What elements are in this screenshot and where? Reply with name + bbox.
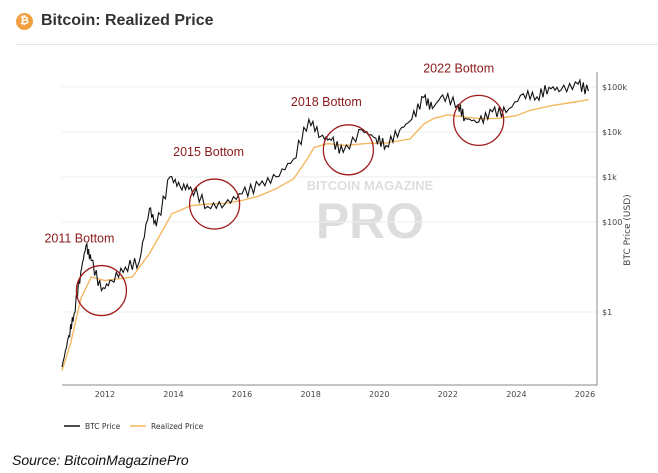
x-tick-label: 2026 [575,390,595,399]
watermark-top: BITCOIN MAGAZINE [307,178,434,193]
header-divider [16,44,658,45]
x-tick-label: 2020 [369,390,389,399]
y-tick-label: $100 [602,218,622,227]
annotation-label: 2018 Bottom [291,95,362,109]
y-axis-label: BTC Price (USD) [623,194,633,265]
axis-frame [62,72,598,386]
x-tick-label: 2024 [506,390,526,399]
legend-label-btc[interactable]: BTC Price [85,422,121,431]
annotation-label: 2015 Bottom [173,145,244,159]
y-tick-label: $1 [602,308,612,317]
y-tick-label: $1k [602,173,617,182]
chart-title: Bitcoin: Realized Price [41,12,214,29]
watermark-bottom: PRO [316,193,424,249]
annotation-label: 2011 Bottom [44,232,114,246]
annotation-circle [188,178,241,230]
x-tick-label: 2022 [438,390,458,399]
annotation-circle [75,264,128,317]
source-caption: Source: BitcoinMagazinePro [12,452,189,468]
realized-price-line [61,99,589,371]
watermark: BITCOIN MAGAZINE PRO [307,178,434,249]
x-tick-label: 2016 [232,390,252,399]
annotation-circle [322,124,375,176]
x-tick-label: 2018 [300,390,320,399]
annotation-label: 2022 Bottom [423,61,494,75]
legend-label-realized[interactable]: Realized Price [151,422,204,431]
y-tick-label: $100k [602,83,627,92]
x-tick-label: 2012 [95,390,115,399]
legend: BTC Price Realized Price [64,422,204,431]
bitcoin-icon: ₿ [16,12,33,30]
x-tick-label: 2014 [163,390,183,399]
annotation-circle [453,94,505,147]
chart-header: ₿ Bitcoin: Realized Price [16,12,214,30]
btc-price-line [61,78,589,368]
y-tick-label: $10k [602,128,622,137]
